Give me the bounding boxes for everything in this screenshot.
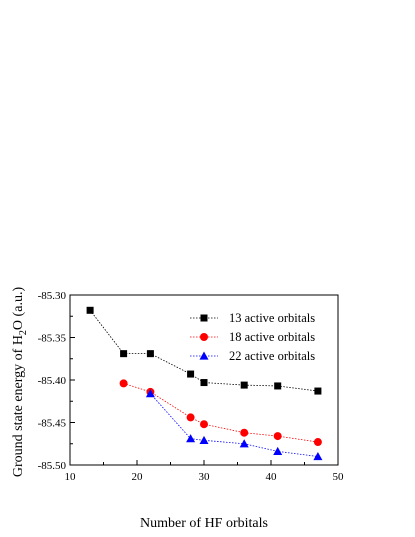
data-point bbox=[186, 434, 196, 443]
x-axis-label: Number of HF orbitals bbox=[140, 516, 268, 531]
data-point bbox=[145, 389, 155, 398]
y-axis-label: Ground state energy of H2O (a.u.) bbox=[11, 287, 29, 478]
legend: 13 active orbitals 18 active orbitals 22 a… bbox=[190, 311, 315, 363]
data-point bbox=[120, 350, 128, 358]
y-tick-label: -85.45 bbox=[38, 418, 67, 430]
legend-label: 18 active orbitals bbox=[229, 330, 315, 344]
data-point bbox=[200, 420, 208, 429]
data-point bbox=[86, 306, 94, 314]
data-point bbox=[200, 379, 208, 387]
y-tick-label: -85.50 bbox=[38, 460, 67, 472]
y-axis-label-part: O bbox=[11, 320, 26, 330]
x-tick-label: 40 bbox=[266, 471, 278, 483]
data-point bbox=[240, 428, 249, 437]
data-point bbox=[273, 432, 282, 441]
legend-marker bbox=[200, 314, 208, 322]
legend-marker bbox=[199, 351, 209, 360]
data-point bbox=[313, 452, 323, 461]
data-point bbox=[199, 435, 209, 444]
y-axis-label-part: 2 bbox=[18, 330, 29, 335]
data-point bbox=[187, 370, 195, 378]
data-point bbox=[146, 350, 154, 358]
series-line bbox=[89, 310, 318, 392]
plot-area: 10 20 30 40 50 -85.30 -85.35 -85.40 -85.45 -85.50 bbox=[38, 290, 344, 483]
x-tick-label: 30 bbox=[199, 471, 211, 483]
x-tick-label: 20 bbox=[132, 471, 144, 483]
data-point bbox=[239, 439, 249, 448]
legend-label: 22 active orbitals bbox=[229, 349, 315, 363]
legend-label: 13 active orbitals bbox=[229, 311, 315, 325]
data-point bbox=[274, 382, 282, 390]
y-tick-label: -85.40 bbox=[38, 375, 67, 387]
legend-marker bbox=[200, 333, 208, 341]
data-point bbox=[273, 446, 283, 455]
data-point bbox=[313, 438, 322, 447]
data-point bbox=[240, 381, 248, 389]
y-axis-label-part: Ground state energy of H bbox=[11, 335, 26, 477]
x-tick-label: 10 bbox=[65, 471, 77, 483]
y-tick-label: -85.35 bbox=[38, 333, 67, 345]
series-line bbox=[150, 393, 318, 457]
x-tick-label: 50 bbox=[333, 471, 345, 483]
data-point bbox=[314, 387, 322, 395]
y-tick-label: -85.30 bbox=[38, 290, 67, 302]
data-point bbox=[186, 413, 195, 422]
y-axis-label-part: (a.u.) bbox=[11, 287, 26, 320]
data-point bbox=[119, 379, 128, 388]
